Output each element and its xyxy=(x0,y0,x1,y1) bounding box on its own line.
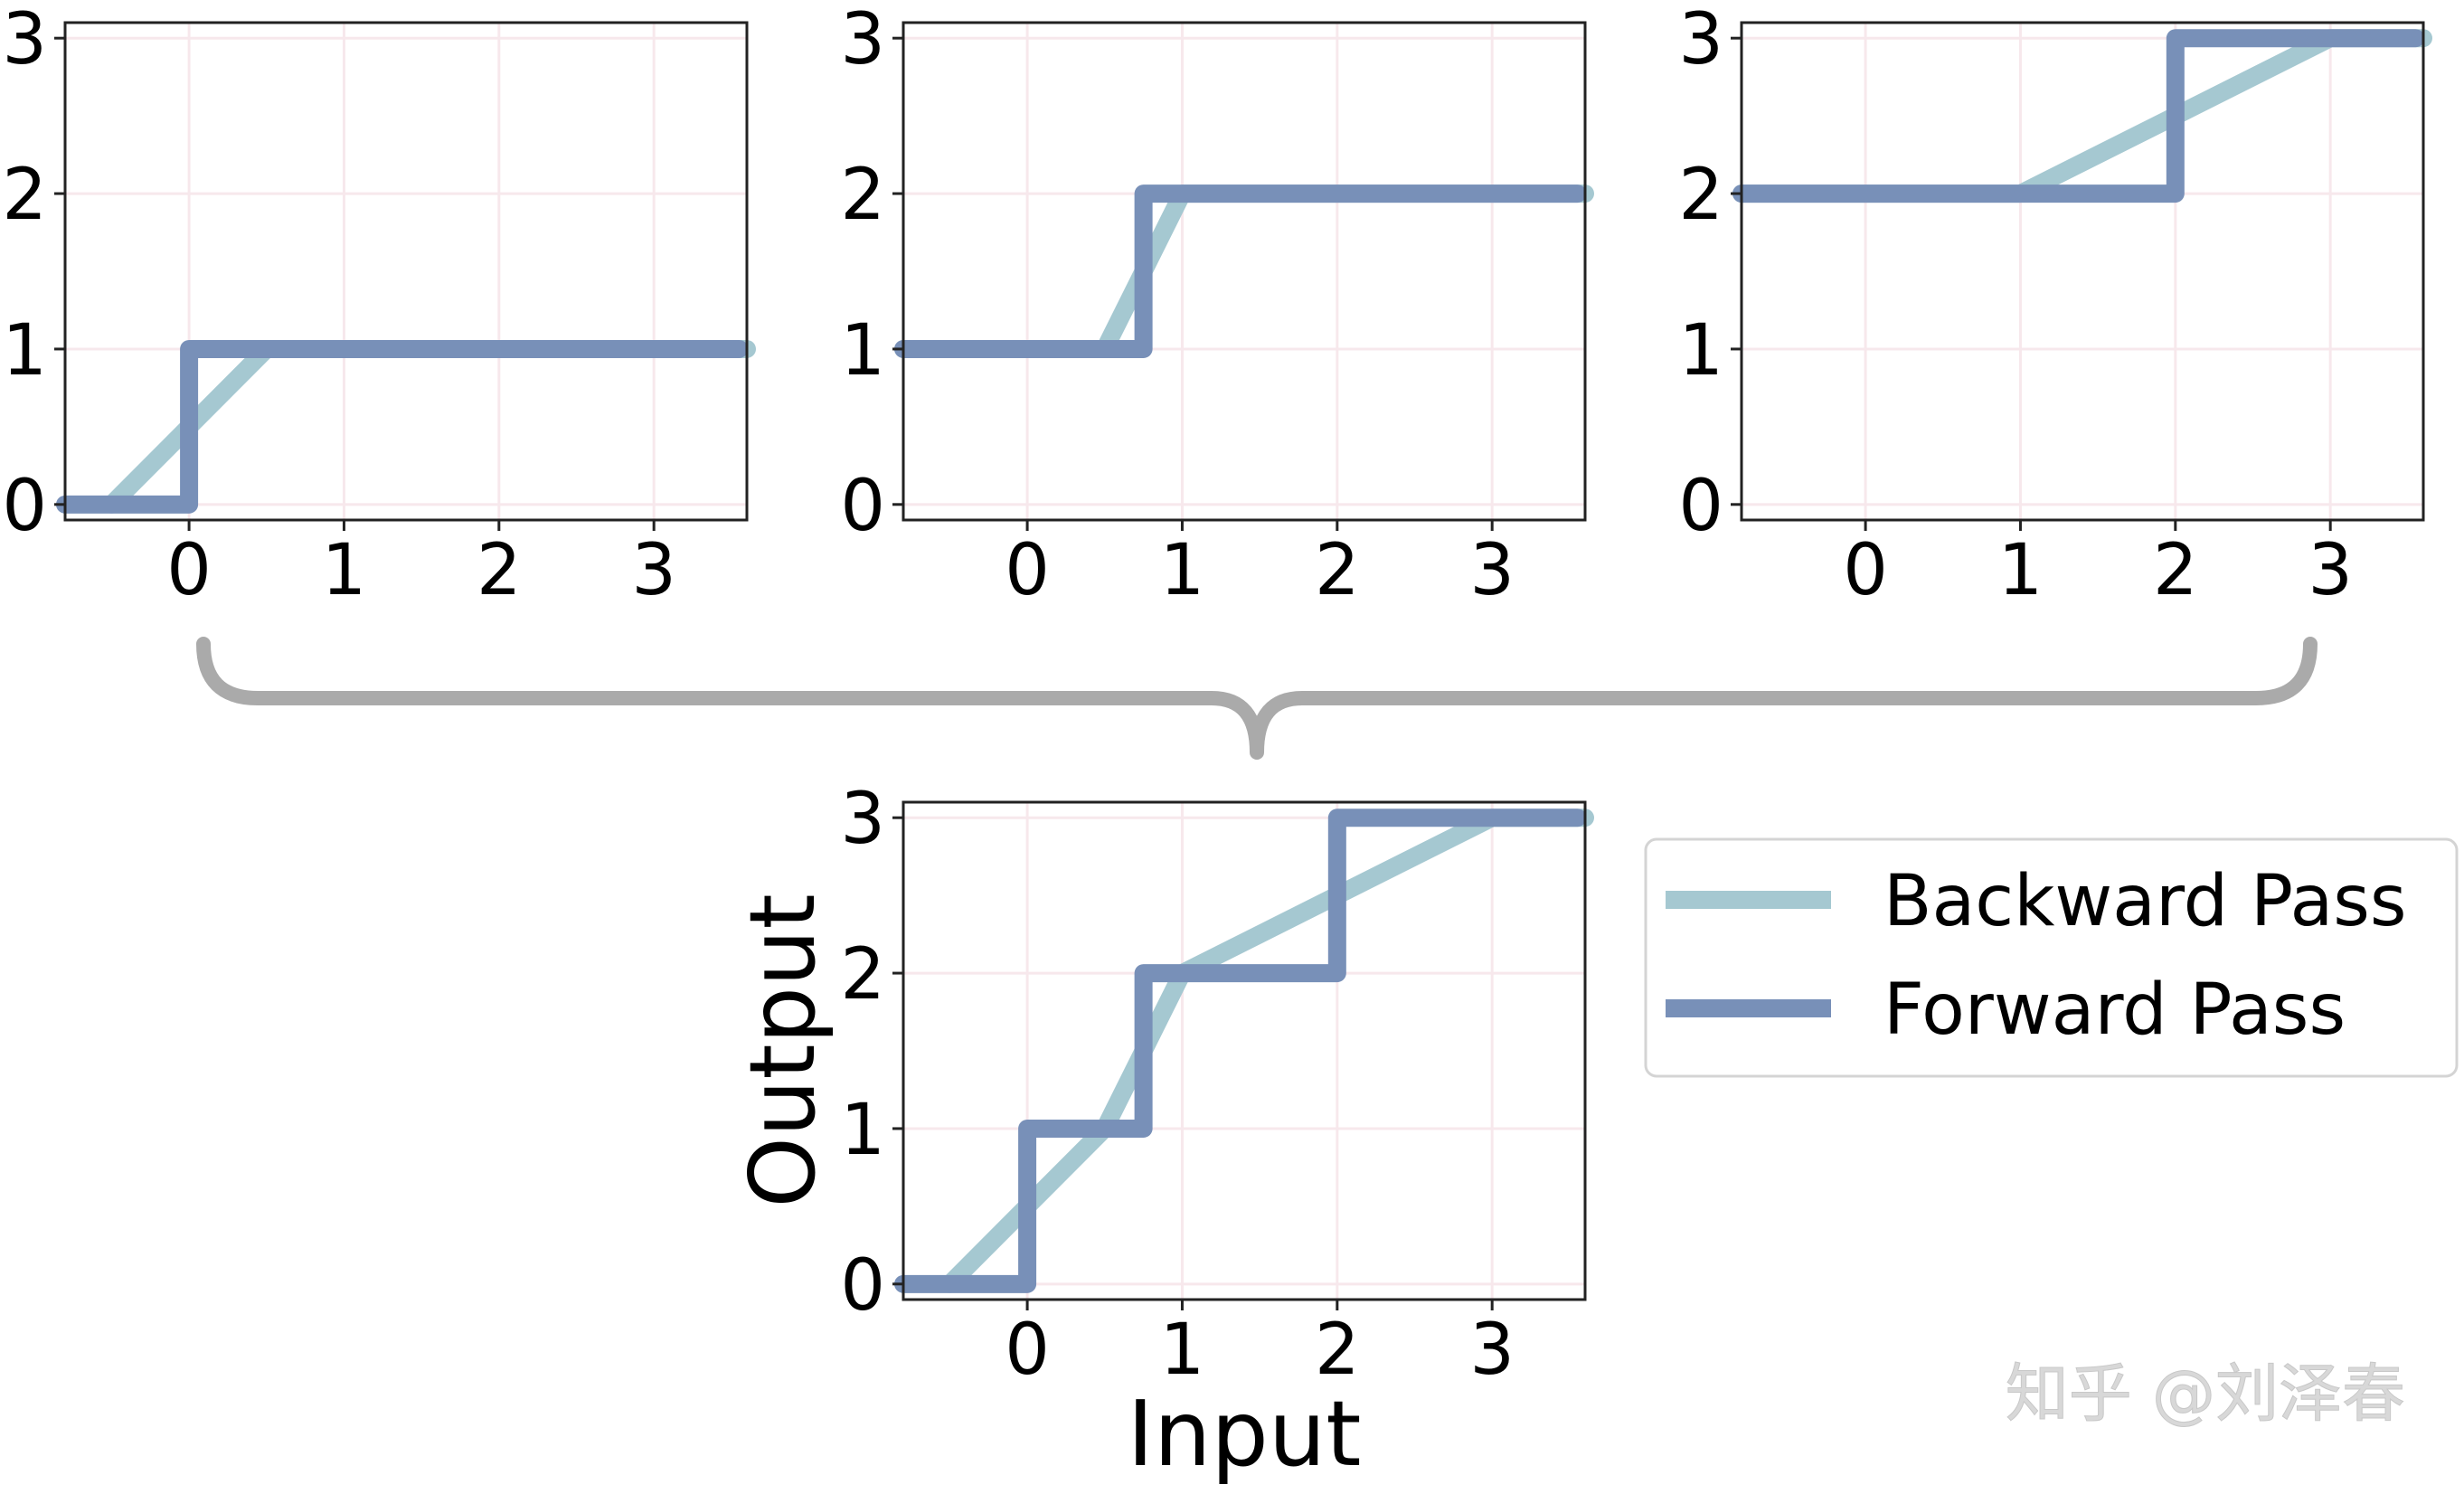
y-tick-label: 1 xyxy=(840,1090,885,1171)
chart-panel-top-left: 0 1 2 3 0 1 2 3 xyxy=(2,0,756,611)
x-tick-label: 2 xyxy=(2153,530,2198,611)
x-tick-label: 0 xyxy=(1843,530,1888,611)
y-tick-label: 1 xyxy=(1678,310,1723,392)
grouping-brace xyxy=(196,637,2318,760)
series-line-forward-pass xyxy=(894,184,1587,358)
x-tick-label: 3 xyxy=(631,530,676,611)
axes-frame xyxy=(63,21,749,522)
x-tick-label: 0 xyxy=(1005,1310,1050,1391)
series-line-forward-pass xyxy=(1732,29,2425,203)
y-tick-label: 3 xyxy=(2,0,47,80)
y-tick-label: 0 xyxy=(840,466,885,547)
y-tick-label: 2 xyxy=(2,155,47,236)
legend-label: Backward Pass xyxy=(1883,861,2407,942)
x-tick-label: 2 xyxy=(1315,1310,1360,1391)
y-tick-label: 0 xyxy=(1678,466,1723,547)
y-tick-label: 1 xyxy=(840,310,885,392)
y-tick-label: 0 xyxy=(2,466,47,547)
x-tick-label: 2 xyxy=(1315,530,1360,611)
x-tick-label: 0 xyxy=(1005,530,1050,611)
x-tick-label: 1 xyxy=(322,530,367,611)
x-tick-label: 2 xyxy=(477,530,522,611)
series-line-forward-pass xyxy=(56,339,749,514)
chart-panel-top-right: 0 1 2 3 0 1 2 3 xyxy=(1678,0,2432,611)
series-line-backward-pass xyxy=(894,184,1594,358)
x-axis-label: Input xyxy=(1128,1381,1362,1487)
x-tick-label: 1 xyxy=(1998,530,2044,611)
x-tick-label: 1 xyxy=(1160,530,1205,611)
x-tick-label: 0 xyxy=(166,530,212,611)
y-axis-label: Output xyxy=(730,894,835,1207)
x-tick-label: 1 xyxy=(1160,1310,1205,1391)
y-tick-label: 0 xyxy=(840,1245,885,1327)
y-tick-label: 3 xyxy=(1678,0,1723,80)
x-tick-label: 3 xyxy=(1469,1310,1515,1391)
y-tick-label: 2 xyxy=(840,155,885,236)
y-tick-label: 3 xyxy=(840,0,885,80)
legend-label: Forward Pass xyxy=(1883,969,2346,1051)
y-tick-label: 2 xyxy=(1678,155,1723,236)
axes-frame xyxy=(902,21,1587,522)
x-tick-label: 3 xyxy=(1469,530,1515,611)
series-line-backward-pass xyxy=(102,339,756,514)
x-tick-label: 3 xyxy=(2308,530,2353,611)
axes-frame xyxy=(902,800,1587,1301)
y-tick-label: 1 xyxy=(2,310,47,392)
series-line-backward-pass xyxy=(1732,29,2432,203)
series-line-backward-pass xyxy=(940,808,1594,1293)
watermark: 知乎 @刘泽春 xyxy=(2006,1357,2405,1431)
chart-panel-bottom: 0 1 2 3 0 1 2 3 Input Output xyxy=(730,779,1594,1487)
chart-panel-top-middle: 0 1 2 3 0 1 2 3 xyxy=(840,0,1594,611)
series-line-forward-pass xyxy=(894,808,1587,1293)
axes-frame xyxy=(1740,21,2425,522)
legend: Backward Pass Forward Pass xyxy=(1644,837,2459,1078)
y-tick-label: 3 xyxy=(840,779,885,860)
y-tick-label: 2 xyxy=(840,934,885,1016)
legend-box xyxy=(1644,837,2459,1078)
